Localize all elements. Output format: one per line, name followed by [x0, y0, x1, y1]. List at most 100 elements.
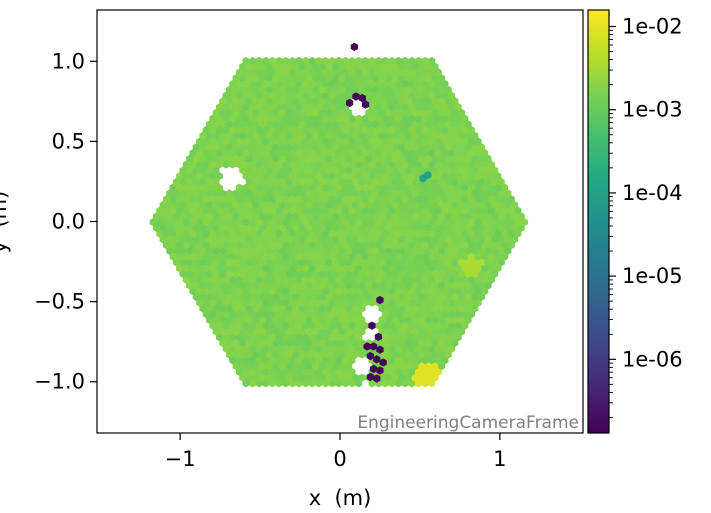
- sensor-cell: [424, 281, 432, 290]
- sensor-cell: [398, 235, 406, 244]
- sensor-cell: [219, 339, 227, 348]
- sensor-cell: [415, 56, 422, 65]
- sensor-cell: [332, 269, 339, 278]
- sensor-cell: [375, 172, 383, 181]
- sensor-cell: [431, 304, 439, 313]
- sensor-cell: [219, 143, 227, 152]
- sensor-cell: [295, 344, 303, 353]
- sensor-cell: [229, 195, 237, 204]
- sensor-cell: [438, 177, 446, 186]
- sensor-cell: [325, 166, 333, 175]
- sensor-cell: [395, 379, 402, 388]
- sensor-cell: [262, 137, 270, 146]
- sensor-cell: [415, 367, 422, 376]
- sensor-cell: [252, 362, 260, 371]
- y-axis-ticks: 1.00.50.0−0.5−1.0: [34, 49, 97, 394]
- sensor-cell: [235, 195, 243, 204]
- sensor-cell: [345, 223, 353, 232]
- sensor-cell: [272, 258, 280, 267]
- sensor-cell: [358, 74, 366, 83]
- sensor-cell: [391, 212, 399, 221]
- sensor-cell: [388, 356, 396, 365]
- sensor-cell: [438, 258, 446, 267]
- sensor-cell: [428, 310, 436, 319]
- sensor-cell: [206, 177, 213, 186]
- sensor-cell: [212, 200, 220, 209]
- sensor-cell: [375, 137, 383, 146]
- sensor-cell: [418, 108, 426, 117]
- sensor-cell: [438, 154, 446, 163]
- sensor-cell: [375, 91, 383, 100]
- sensor-cell: [295, 241, 303, 250]
- sensor-cell: [487, 252, 495, 261]
- sensor-cell: [269, 218, 276, 227]
- sensor-cell: [468, 195, 475, 204]
- sensor-cell: [401, 379, 409, 388]
- sensor-cell: [481, 183, 489, 192]
- sensor-cell: [464, 304, 472, 313]
- sensor-cell: [212, 269, 220, 278]
- sensor-cell: [209, 298, 217, 307]
- sensor-cell: [332, 166, 339, 175]
- sensor-cell: [428, 79, 436, 88]
- sensor-cell: [514, 229, 522, 238]
- sensor-cell: [494, 183, 502, 192]
- sensor-cell: [484, 189, 492, 198]
- sensor-cell: [252, 339, 260, 348]
- sensor-cell: [418, 281, 426, 290]
- sensor-cell: [282, 287, 290, 296]
- sensor-cell: [272, 327, 280, 336]
- sensor-cell: [279, 74, 286, 83]
- sensor-cell: [252, 293, 260, 301]
- sensor-cell: [189, 229, 197, 238]
- sensor-cell: [464, 246, 472, 255]
- sensor-cell: [434, 195, 442, 204]
- sensor-cell: [388, 102, 396, 111]
- sensor-cell: [461, 114, 469, 123]
- sensor-cell: [259, 281, 266, 290]
- sensor-cell: [388, 287, 396, 296]
- sensor-cell: [235, 218, 243, 227]
- sensor-cell: [212, 154, 220, 163]
- sensor-cell: [239, 350, 247, 359]
- sensor-cell: [385, 269, 393, 278]
- sensor-cell: [481, 252, 489, 261]
- sensor-cell: [458, 316, 466, 325]
- sensor-cell: [249, 149, 257, 158]
- sensor-cell: [365, 269, 373, 278]
- sensor-cell: [255, 183, 263, 192]
- sensor-cell: [411, 223, 419, 232]
- sensor-cell: [501, 218, 509, 227]
- sensor-cell: [351, 373, 359, 382]
- sensor-cell: [408, 241, 416, 250]
- sensor-cell: [179, 189, 187, 198]
- sensor-cell: [235, 183, 243, 192]
- sensor-cell: [282, 241, 290, 250]
- sensor-cell: [491, 200, 499, 209]
- sensor-cell: [295, 172, 303, 181]
- sensor-cell: [318, 316, 326, 325]
- sensor-cell: [415, 183, 422, 192]
- sensor-cell: [361, 160, 369, 169]
- sensor-cell: [494, 229, 502, 238]
- sensor-cell: [265, 350, 273, 359]
- sensor-cell: [186, 200, 194, 209]
- sensor-cell: [424, 143, 432, 152]
- sensor-cell: [401, 241, 409, 250]
- sensor-cell: [481, 218, 489, 227]
- sensor-cell: [361, 229, 369, 238]
- sensor-cell: [196, 218, 203, 227]
- sensor-cell: [401, 367, 409, 376]
- sensor-cell: [219, 269, 227, 278]
- sensor-cell: [454, 321, 462, 330]
- sensor-cell: [308, 298, 316, 307]
- sensor-cell: [368, 264, 376, 273]
- sensor-cell: [474, 218, 482, 227]
- sensor-cell: [182, 241, 190, 250]
- sensor-cell: [391, 97, 399, 106]
- sensor-cell: [424, 327, 432, 336]
- sensor-cell: [302, 333, 310, 342]
- sensor-cell: [345, 373, 353, 382]
- sensor-cell: [345, 258, 353, 267]
- sensor-cell: [176, 172, 184, 181]
